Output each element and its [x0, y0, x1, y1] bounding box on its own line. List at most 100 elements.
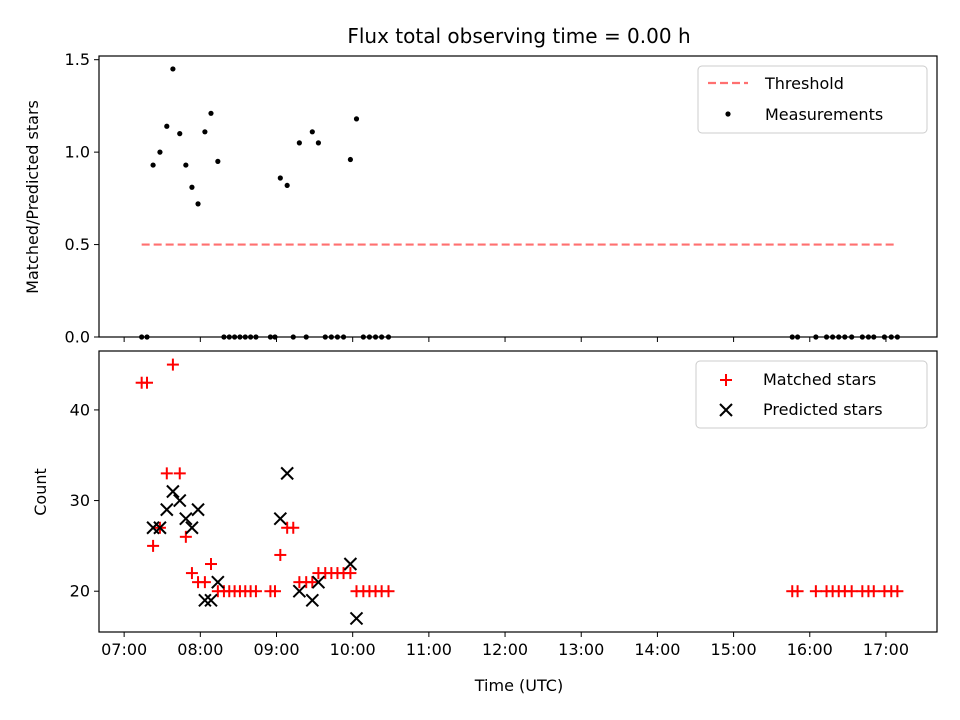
top-y-axis: 0.0 0.5 1.0 1.5: [65, 50, 99, 347]
measurement-point: [315, 140, 322, 146]
legend-predicted-label: Predicted stars: [763, 400, 883, 419]
matched-star-marker: [185, 567, 198, 580]
measurement-point: [353, 116, 360, 122]
x-tick-label: 11:00: [406, 640, 452, 659]
matched-star-marker: [344, 567, 357, 580]
marker-stroke: [160, 502, 174, 517]
measurement-point: [347, 156, 353, 163]
x-tick-label: 14:00: [634, 640, 680, 659]
marker-stroke: [343, 557, 358, 571]
predicted-star-marker: [185, 521, 199, 535]
y-tick-label: 40: [70, 400, 90, 419]
matched-star-marker: [287, 521, 300, 534]
marker-stroke: [211, 575, 225, 589]
top-y-axis-label: Matched/Predicted stars: [23, 100, 42, 294]
marker-stroke: [280, 466, 294, 481]
predicted-star-marker: [173, 493, 187, 508]
y-tick-label: 0.5: [65, 235, 90, 254]
x-tick-label: 13:00: [558, 640, 604, 659]
marker-stroke: [292, 584, 307, 598]
top-axes-frame: [98, 55, 938, 338]
measurement-point: [215, 158, 221, 164]
matched-star-marker: [306, 576, 319, 589]
matched-star-marker: [382, 585, 395, 598]
measurement-point: [195, 201, 201, 207]
x-tick-label: 16:00: [787, 640, 833, 659]
predicted-star-marker: [273, 511, 288, 526]
matched-star-marker: [166, 358, 179, 371]
x-tick-label: 12:00: [482, 640, 528, 659]
matched-star-marker: [867, 585, 880, 598]
measurement-point: [189, 184, 195, 190]
x-tick-label: 08:00: [177, 640, 223, 659]
top-x-ticks: [123, 337, 887, 342]
bottom-x-axis: 07:00 08:00 09:00 10:00 11:00 12:00 13:00 14:00…: [101, 632, 909, 659]
predicted-star-marker: [280, 466, 294, 481]
measurement-point: [170, 66, 176, 72]
y-tick-label: 20: [70, 582, 90, 601]
predicted-star-marker: [292, 584, 307, 598]
matched-star-marker: [173, 467, 186, 480]
predicted-star-marker: [211, 575, 225, 589]
y-tick-label: 1.0: [65, 143, 90, 162]
predicted-star-marker: [349, 611, 364, 626]
measurement-point: [296, 140, 302, 146]
y-tick-label: 1.5: [65, 50, 90, 69]
marker-stroke: [179, 511, 193, 526]
predicted-star-marker: [311, 575, 326, 589]
legend-matched-label: Matched stars: [763, 370, 876, 389]
matched-star-marker: [274, 548, 287, 561]
marker-stroke: [173, 493, 187, 508]
measurement-point: [177, 131, 183, 137]
predicted-star-marker: [198, 593, 212, 607]
measurement-point: [202, 129, 208, 135]
marker-stroke: [185, 521, 199, 535]
predicted-star-marker: [166, 484, 180, 499]
marker-stroke: [153, 521, 167, 535]
matched-star-marker: [147, 539, 160, 552]
matched-star-marker: [268, 585, 281, 598]
top-panel: 0.0 0.5 1.0 1.5 Matched/Predicted stars Thr…: [23, 50, 938, 347]
measurement-point: [164, 123, 170, 129]
x-tick-label: 15:00: [711, 640, 757, 659]
measurement-point: [208, 110, 214, 116]
matched-star-marker: [198, 576, 211, 589]
matched-star-marker: [204, 558, 217, 571]
legend-predicted-swatch: [719, 403, 733, 417]
matched-star-marker: [140, 376, 153, 389]
bottom-legend-box: [695, 360, 928, 429]
legend-matched-swatch: [720, 374, 732, 386]
matched-star-marker: [791, 585, 804, 598]
bottom-y-axis-label: Count: [31, 468, 50, 516]
chart-title: Flux total observing time = 0.00 h: [347, 24, 690, 48]
predicted-star-marker: [153, 521, 167, 535]
measurement-point: [309, 129, 315, 135]
marker-stroke: [204, 593, 218, 607]
measurement-point: [150, 162, 156, 168]
x-tick-label: 09:00: [253, 640, 299, 659]
matched-star-marker: [809, 585, 822, 598]
legend-measurements-label: Measurements: [765, 105, 883, 124]
measurement-point: [157, 149, 163, 155]
x-tick-label: 17:00: [863, 640, 909, 659]
x-tick-label: 07:00: [101, 640, 147, 659]
predicted-star-marker: [160, 502, 174, 517]
matched-star-marker: [160, 467, 173, 480]
legend-measurements-swatch: [725, 111, 731, 117]
predicted-star-marker: [179, 511, 193, 526]
top-legend-box: [697, 65, 928, 134]
predicted-star-marker: [204, 593, 218, 607]
marker-stroke: [198, 593, 212, 607]
legend-threshold-label: Threshold: [764, 74, 844, 93]
marker-stroke: [311, 575, 326, 589]
y-tick-label: 30: [70, 491, 90, 510]
x-axis-label: Time (UTC): [474, 676, 563, 695]
measurement-point: [183, 162, 189, 168]
matched-star-marker: [249, 585, 262, 598]
matched-star-marker: [845, 585, 858, 598]
x-tick-label: 10:00: [330, 640, 376, 659]
bottom-y-axis: 20 30 40: [70, 400, 99, 601]
marker-stroke: [305, 593, 320, 607]
measurement-point: [284, 182, 290, 189]
